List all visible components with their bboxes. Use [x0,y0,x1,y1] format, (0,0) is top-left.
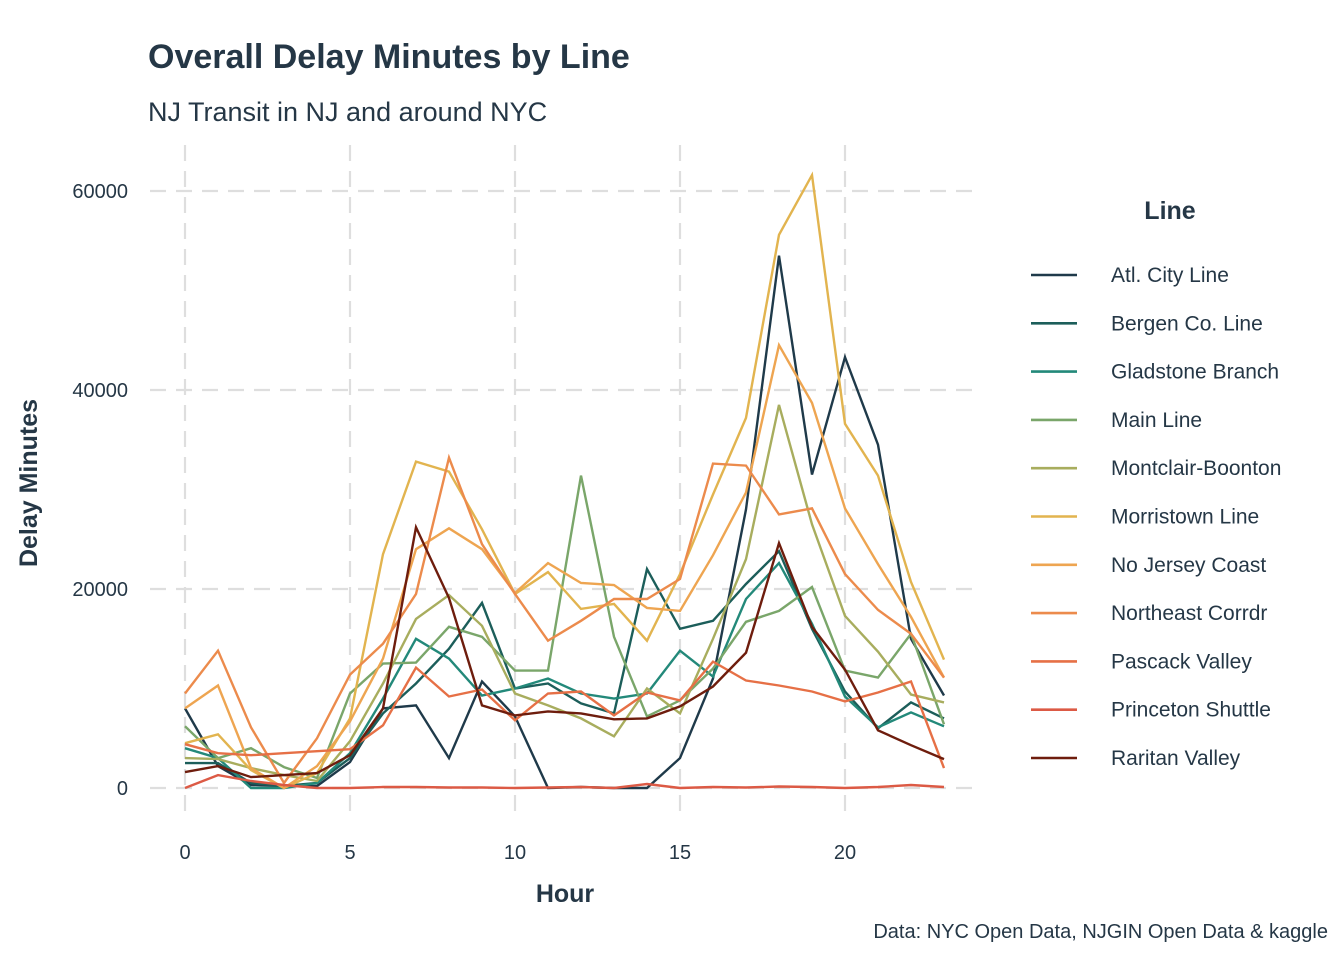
legend-item: Main Line [1031,409,1202,432]
series-line-gladstone-branch [184,561,945,790]
series-line-bergen-co-line [185,549,945,788]
series-line-atl-city-line [183,255,946,790]
legend-item: No Jersey Coast [1031,554,1266,577]
legend-item: Gladstone Branch [1031,361,1279,384]
legend-label: Pascack Valley [1111,650,1252,673]
chart-title: Overall Delay Minutes by Line [148,38,630,76]
y-tick-label: 20000 [72,579,128,601]
legend-item: Montclair-Boonton [1031,457,1281,480]
legend-item: Bergen Co. Line [1031,312,1263,335]
legend-label: No Jersey Coast [1111,554,1266,577]
legend-item: Pascack Valley [1031,650,1252,673]
legend-label: Atl. City Line [1111,264,1229,287]
x-axis-ticks: 0 5 10 15 20 [179,842,856,864]
grid-lines [150,145,980,820]
x-tick-label: 15 [669,842,691,864]
series-line-raritan-valley [184,523,945,779]
legend-label: Morristown Line [1111,506,1259,529]
y-axis-title: Delay Minutes [15,399,43,567]
legend-item: Princeton Shuttle [1031,699,1271,722]
series-lines [183,171,946,790]
x-tick-label: 20 [834,842,856,864]
x-axis-title: Hour [536,880,595,908]
legend-label: Gladstone Branch [1111,361,1279,384]
x-tick-label: 5 [344,842,355,864]
legend-item: Northeast Corrdr [1031,602,1267,625]
legend: Line Atl. City Line Bergen Co. Line Gladst… [1031,197,1281,770]
chart-subtitle: NJ Transit in NJ and around NYC [148,97,548,127]
legend-item: Atl. City Line [1031,264,1229,287]
y-tick-label: 40000 [72,380,128,402]
legend-title: Line [1144,197,1195,225]
series-line-morristown-line [184,171,946,790]
series-line-pascack-valley [184,660,946,769]
y-tick-label: 60000 [72,181,128,203]
legend-item: Morristown Line [1031,506,1259,529]
legend-label: Northeast Corrdr [1111,602,1267,625]
legend-label: Princeton Shuttle [1111,699,1271,722]
chart-caption: Data: NYC Open Data, NJGIN Open Data & k… [873,921,1328,943]
legend-label: Bergen Co. Line [1111,312,1263,335]
y-tick-label: 0 [117,778,128,800]
series-line-main-line [184,475,946,780]
x-tick-label: 10 [504,842,526,864]
y-axis-ticks: 0 20000 40000 60000 [72,181,128,800]
series-line-princeton-shuttle [184,773,945,790]
legend-label: Main Line [1111,409,1202,432]
x-tick-label: 0 [179,842,190,864]
series-line-no-jersey-coast [184,341,946,790]
series-line-northeast-corrdr [184,453,945,786]
legend-item: Raritan Valley [1031,747,1241,770]
legend-label: Raritan Valley [1111,747,1241,770]
legend-label: Montclair-Boonton [1111,457,1281,480]
